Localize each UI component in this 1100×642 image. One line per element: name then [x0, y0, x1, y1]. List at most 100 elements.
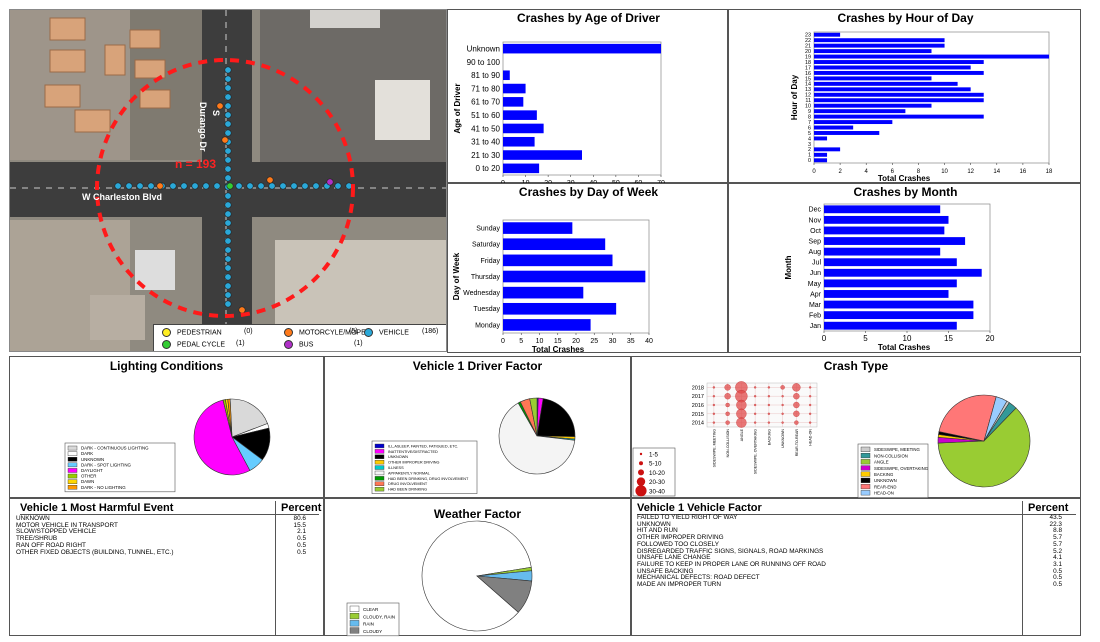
legend-label: APPARENTLY NORMAL	[388, 471, 430, 475]
crash-point	[266, 176, 274, 184]
bubble-year-label: 2018	[692, 385, 704, 391]
row-label: MOTOR VEHICLE IN TRANSPORT	[16, 521, 118, 529]
legend-swatch	[374, 465, 385, 470]
driver-pie: ILL,ASLEEP, FAINTED, FATIGUED, ETC. INATT…	[371, 397, 576, 494]
pie-legend: DARK - CONTINUOUS LIGHTINGDARKUNKNOWNDAR…	[64, 442, 176, 493]
bubble-category-label: REAR-TO-REAR	[795, 429, 799, 457]
tick-label: 9	[808, 109, 811, 115]
tick-label: 20	[805, 49, 811, 55]
bar-21	[814, 43, 945, 48]
tick-label: 12	[805, 93, 811, 99]
row-percent: 43.5	[1049, 514, 1062, 521]
chart-title: Crashes by Age of Driver	[517, 11, 660, 25]
tick-label: 3	[808, 142, 811, 148]
size-legend-dot	[639, 452, 643, 456]
legend-label: UNKNOWN	[388, 455, 408, 459]
bar-jul	[824, 258, 957, 267]
crash-point	[221, 136, 229, 144]
table-row: MADE AN IMPROPER TURN 0.5	[637, 581, 1062, 589]
legend-label: DARK - NO LIGHTING	[81, 485, 126, 490]
size-legend-label: 5-10	[649, 461, 662, 468]
bar-4	[814, 136, 828, 141]
legend-label: RAIN	[363, 622, 374, 627]
tick-label: Feb	[809, 313, 821, 320]
tick-label: 22	[805, 38, 811, 44]
tick-label: 16	[805, 71, 811, 77]
tick-label: 21 to 30	[471, 151, 500, 160]
bubble-point	[712, 395, 716, 398]
chart-hour: Crashes by Hour of Day 23 22 21 20 19 18 17 16 15…	[728, 9, 1081, 183]
tick-label: Nov	[809, 217, 822, 224]
bubble-category-label: HEAD-ON	[809, 429, 813, 446]
bubble-point	[724, 393, 731, 400]
bar-oct	[824, 226, 945, 235]
tick-label: 31 to 40	[471, 138, 500, 147]
x-tick-label: 20	[572, 338, 580, 345]
harmful-percent-header: Percent	[281, 502, 322, 514]
legend-swatch	[67, 445, 78, 451]
plot-area	[502, 41, 662, 176]
bubble-category-label: SIDESWIPE, OVERTAKING	[754, 429, 758, 474]
street-main-label: W Charleston Blvd	[82, 192, 162, 202]
x-tick-label: 10	[903, 334, 912, 343]
row-percent: 0.5	[1053, 574, 1062, 582]
row-percent: 3.1	[1053, 560, 1062, 568]
bubble-point	[780, 385, 785, 390]
crash-point	[224, 156, 232, 164]
bubble-point	[725, 411, 730, 416]
x-tick-label: 0	[501, 338, 505, 345]
bubble-point	[781, 395, 784, 398]
legend-swatch	[374, 481, 385, 486]
crash-point	[224, 174, 232, 182]
bar-5	[814, 131, 880, 135]
bubble-point	[712, 403, 716, 407]
legend-swatch	[349, 620, 360, 627]
legend-label: ILLNESS	[388, 466, 404, 470]
plot-area	[813, 31, 1050, 164]
legend-label: BUS	[299, 341, 314, 349]
bar-15	[814, 76, 932, 81]
pie-legend: ILL,ASLEEP, FAINTED, FATIGUED, ETC. INATT…	[371, 440, 478, 494]
bubble-point	[753, 403, 757, 407]
legend-label: SIDESWIPE, OVERTAKING	[874, 466, 929, 471]
x-tick-label: 35	[627, 338, 635, 345]
bar-sep	[824, 237, 966, 245]
crash-point	[224, 66, 232, 74]
crash-point	[224, 300, 232, 308]
legend-label: DARK - SPOT LIGHTING	[81, 462, 132, 467]
harmful-divider	[275, 501, 276, 635]
legend-swatch	[374, 486, 385, 492]
legend-label: UNKNOWN	[81, 457, 104, 462]
x-tick-label: 8	[917, 169, 921, 175]
legend-label: HAD BEEN DRINKING, DRUG INVOLVEMENT	[388, 477, 469, 481]
bubble-point	[753, 412, 757, 415]
crashtype-panel: Crash Type SIDESWIPE, MEETING NON-COLLISI…	[631, 356, 1081, 498]
map-legend-item-vehicle: VEHICLE	[364, 328, 409, 337]
legend-label: OTHER	[81, 474, 96, 479]
legend-swatch	[374, 454, 385, 459]
size-legend-label: 20-30	[649, 479, 665, 486]
bubble-size-legend: 1-5 5-10 10-20 20-30 30-40	[632, 447, 676, 497]
table-row: UNSAFE LANE CHANGE 4.1	[637, 555, 1062, 562]
tick-label: 71 to 80	[471, 84, 500, 93]
x-tick-label: 0	[822, 334, 827, 343]
crash-point	[224, 111, 232, 119]
map-legend-item-motorcyle-moped: MOTORCYLE/MOPED	[284, 328, 371, 337]
bubble-category-label: BACKING	[767, 429, 771, 445]
x-tick-label: 6	[891, 169, 895, 175]
row-percent: 5.7	[1053, 534, 1062, 542]
tick-label: 0	[808, 158, 811, 164]
n-label: n = 193	[175, 157, 216, 171]
x-tick-label: 16	[1020, 169, 1027, 175]
bubble-point	[793, 393, 800, 400]
legend-swatch	[374, 449, 385, 454]
row-percent: 5.2	[1053, 547, 1062, 555]
bubble-year-label: 2017	[692, 394, 704, 400]
bar-10	[814, 103, 932, 108]
bubble-point	[712, 412, 716, 415]
bubble-point	[767, 386, 771, 389]
bar-0-to-20	[503, 163, 540, 174]
map-aerial: n = 193 W Charleston Blvd Durango Dr S	[10, 10, 446, 351]
legend-dot-icon	[162, 340, 171, 349]
